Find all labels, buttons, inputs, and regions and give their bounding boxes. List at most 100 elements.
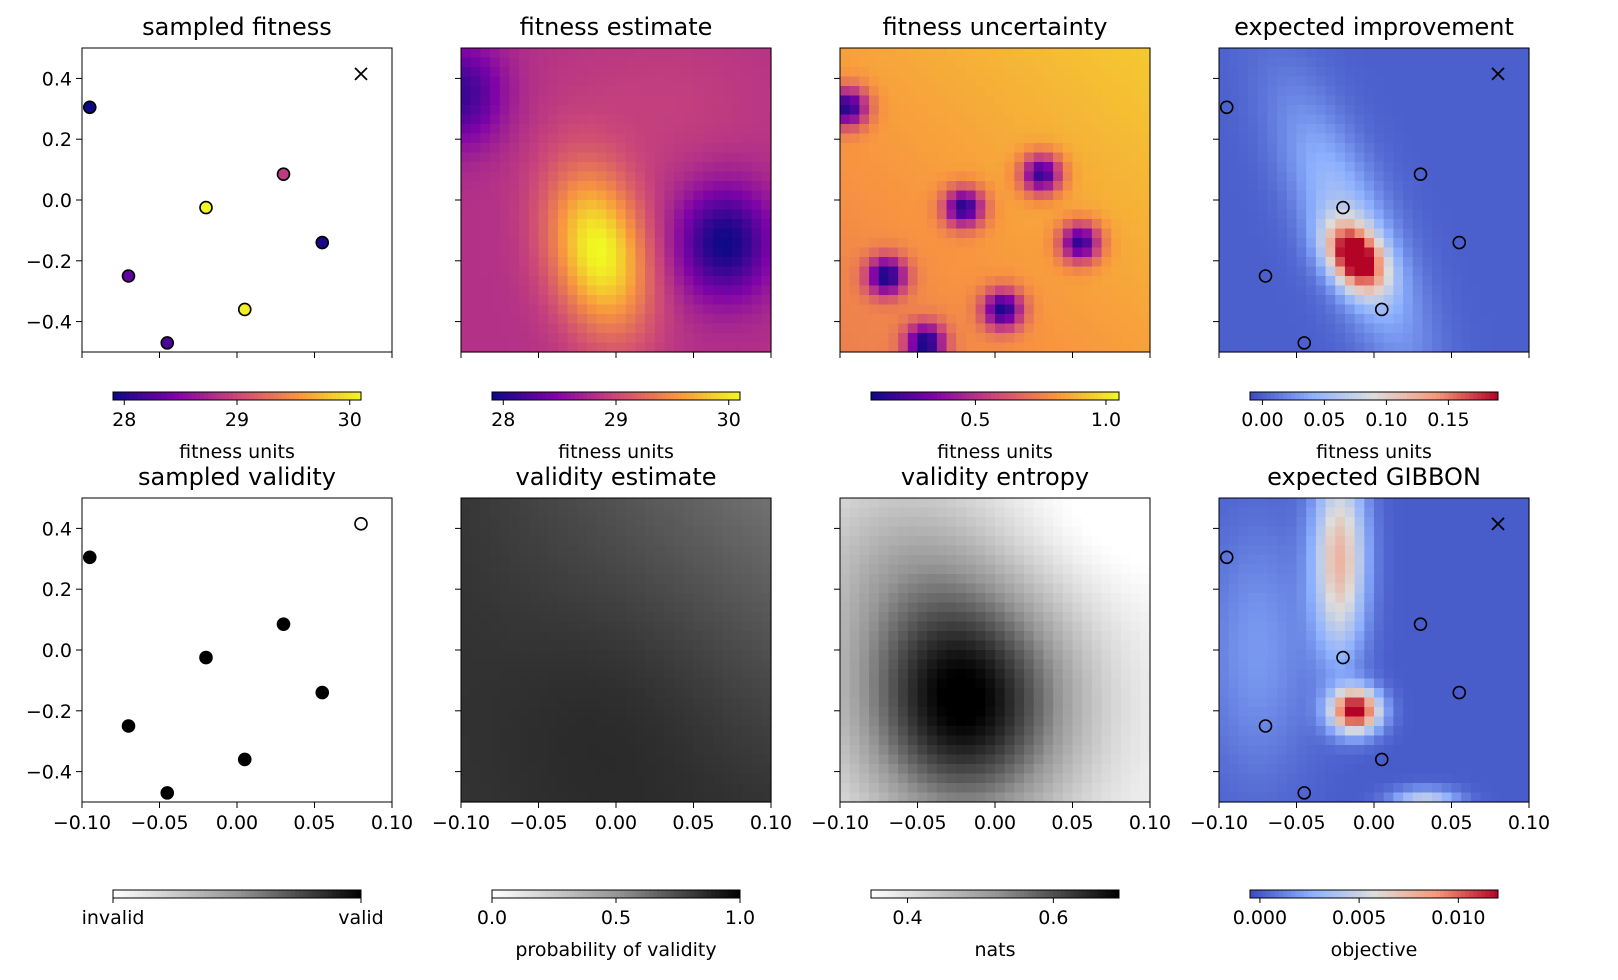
heatmap-cell <box>1219 67 1230 78</box>
y-tick-label: 0.4 <box>42 518 72 540</box>
heatmap-cell <box>859 621 870 632</box>
heatmap-cell <box>1470 276 1482 287</box>
heatmap-cell <box>751 181 762 192</box>
heatmap-cell <box>907 295 919 306</box>
heatmap-cell <box>907 266 919 277</box>
heatmap-cell <box>557 86 569 97</box>
heatmap-cell <box>567 555 578 566</box>
heatmap-cell <box>519 266 530 277</box>
heatmap-cell <box>635 631 646 642</box>
heatmap-cell <box>1306 171 1317 182</box>
heatmap-cell <box>840 507 851 518</box>
heatmap-cell <box>1130 114 1141 125</box>
heatmap-cell <box>1082 200 1093 211</box>
heatmap-cell <box>1315 86 1327 97</box>
heatmap-cell <box>693 545 704 556</box>
heatmap-cell <box>693 773 704 784</box>
heatmap-cell <box>654 342 666 353</box>
heatmap-cell <box>1111 95 1122 106</box>
colorbar-segment <box>1361 392 1367 400</box>
heatmap-cell <box>1432 95 1443 106</box>
heatmap-cell <box>1519 162 1530 173</box>
heatmap-cell <box>975 200 986 211</box>
heatmap-cell <box>1432 114 1443 125</box>
colorbar-segment <box>558 392 563 400</box>
heatmap-cell <box>596 342 607 353</box>
heatmap-cell <box>1451 76 1462 87</box>
heatmap-cell <box>936 602 948 613</box>
heatmap-cell <box>995 190 1006 201</box>
heatmap-cell <box>1248 190 1259 201</box>
heatmap-cell <box>548 171 559 182</box>
colorbar-segment <box>533 392 538 400</box>
heatmap-cell <box>878 48 890 59</box>
heatmap-cell <box>538 612 549 623</box>
heatmap-cell <box>946 76 957 87</box>
x-tick-label: 0.10 <box>371 812 413 834</box>
heatmap-cell <box>898 707 909 718</box>
heatmap-cell <box>898 114 909 125</box>
heatmap-cell <box>1053 228 1064 239</box>
heatmap-cell <box>1306 57 1317 68</box>
heatmap-cell <box>461 342 472 353</box>
heatmap-cell <box>732 162 743 173</box>
heatmap-cell <box>557 574 569 585</box>
colorbar-segment <box>212 890 217 898</box>
heatmap-cell <box>840 621 851 632</box>
heatmap-cell <box>693 650 704 661</box>
heatmap-cell <box>869 124 880 135</box>
heatmap-cell <box>616 792 627 803</box>
heatmap-cell <box>519 247 530 258</box>
heatmap-cell <box>1219 219 1230 230</box>
heatmap-cell <box>664 133 675 144</box>
heatmap-cell <box>917 688 928 699</box>
heatmap-cell <box>586 545 598 556</box>
heatmap-cell <box>577 783 588 794</box>
heatmap-cell <box>898 133 909 144</box>
colorbar-segment <box>319 890 325 898</box>
heatmap-cell <box>956 333 967 344</box>
heatmap-cell <box>1441 162 1453 173</box>
heatmap-cell <box>1130 86 1141 97</box>
heatmap-cell <box>1277 295 1288 306</box>
heatmap-cell <box>1354 285 1365 296</box>
heatmap-cell <box>1120 238 1132 249</box>
heatmap-cell <box>567 545 578 556</box>
heatmap-cell <box>538 745 549 756</box>
heatmap-cell <box>674 285 685 296</box>
heatmap-cell <box>1364 200 1375 211</box>
heatmap-cell <box>1354 181 1365 192</box>
heatmap-cell <box>645 124 656 135</box>
colorbar-segment <box>529 890 534 898</box>
heatmap-cell <box>577 764 588 775</box>
heatmap-cell <box>1219 228 1230 239</box>
heatmap-cell <box>499 57 511 68</box>
heatmap-cell <box>1101 314 1112 325</box>
heatmap-cell <box>1091 209 1103 220</box>
colorbar-segment <box>545 392 551 400</box>
heatmap-cell <box>741 228 753 239</box>
heatmap-cell <box>1383 342 1394 353</box>
heatmap-cell <box>703 773 714 784</box>
heatmap-cell <box>936 295 948 306</box>
heatmap-cell <box>1480 333 1491 344</box>
heatmap-cell <box>1490 162 1501 173</box>
heatmap-cell <box>927 707 938 718</box>
heatmap-cell <box>683 276 695 287</box>
heatmap-cell <box>1393 181 1404 192</box>
colorbar-segment <box>883 392 889 400</box>
colorbar-segment <box>924 392 930 400</box>
heatmap-cell <box>528 171 540 182</box>
heatmap-cell <box>625 650 636 661</box>
heatmap-cell <box>1014 95 1025 106</box>
heatmap-cell <box>674 86 685 97</box>
heatmap-cell <box>985 124 996 135</box>
heatmap-cell <box>1004 133 1015 144</box>
heatmap-cell <box>1277 171 1288 182</box>
heatmap-cell <box>538 304 549 315</box>
heatmap-cell <box>946 238 957 249</box>
heatmap-cell <box>1024 171 1035 182</box>
heatmap-cell <box>761 716 772 727</box>
